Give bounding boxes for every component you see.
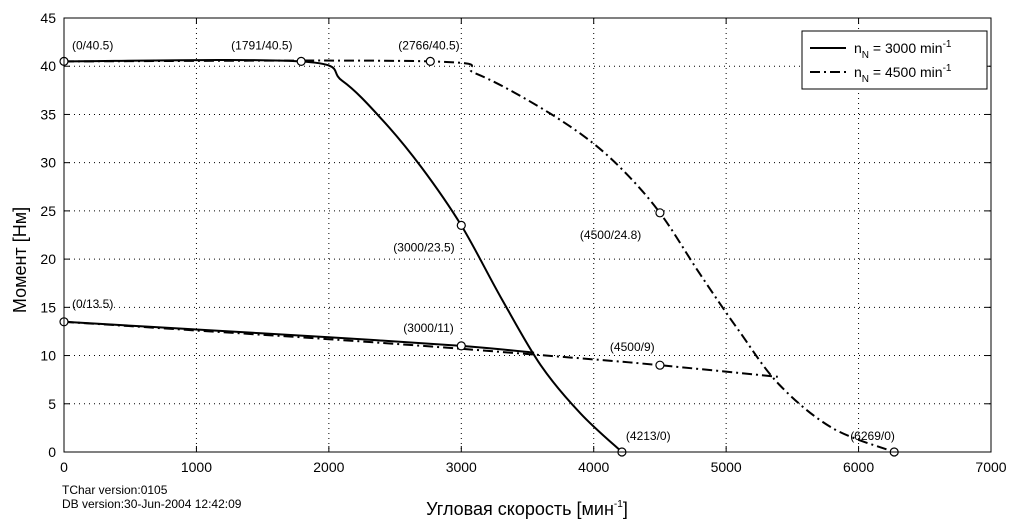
point-label-9: (4213/0) [626,429,671,443]
point-marker-8 [655,360,665,370]
axes: 0 1000 2000 3000 4000 5000 6000 7000 0 5 10 15 20 25 3… [40,10,1006,475]
y-tick-label-35: 35 [40,106,56,122]
x-tick-label-2000: 2000 [313,459,344,475]
legend-label-1: nN = 3000 min-1 [854,39,952,61]
y-tick-label-15: 15 [40,299,56,315]
x-tick-label-0: 0 [60,459,68,475]
point-marker-2 [296,56,306,67]
point-label-5: (4500/24.8) [580,228,641,242]
legend-label-text: = 3000 min [869,40,943,56]
db-version-text: DB version:30-Jun-2004 12:42:09 [62,497,242,511]
y-tick-label-5: 5 [48,396,56,412]
legend-label-superscript: -1 [943,39,952,50]
point-marker-5 [655,208,665,218]
x-axis-label-end: ] [623,499,628,519]
point-label-4: (3000/23.5) [393,240,454,254]
legend-label-2: nN = 4500 min-1 [854,63,952,85]
x-tick-label-6000: 6000 [843,459,874,475]
x-tick-label-7000: 7000 [975,459,1006,475]
point-marker-4 [456,220,466,230]
x-tick-label-3000: 3000 [446,459,477,475]
y-tick-label-40: 40 [40,58,56,74]
point-markers: (0/40.5) (1791/40.5) (2766/40.5) (3000/23.5… [59,38,899,457]
point-label-7: (3000/11) [403,321,453,335]
point-label-3: (2766/40.5) [398,38,459,52]
y-tick-label-0: 0 [48,444,56,460]
point-label-8: (4500/9) [610,340,655,354]
legend-label-subscript: N [862,74,869,85]
legend-box [801,30,988,90]
x-axis-label-superscript: -1 [614,499,623,510]
plot-frame [63,17,992,453]
point-label-2: (1791/40.5) [231,38,292,52]
point-label-1: (0/40.5) [72,38,113,52]
y-tick-label-10: 10 [40,348,56,364]
y-tick-label-25: 25 [40,203,56,219]
curves [63,58,895,453]
y-tick-label-30: 30 [40,155,56,171]
y-tick-label-45: 45 [40,10,56,26]
x-tick-label-4000: 4000 [578,459,609,475]
x-tick-label-5000: 5000 [711,459,742,475]
point-marker-3 [425,56,435,67]
x-axis-label-main: Угловая скорость [мин [426,499,614,519]
legend-label-superscript: -1 [943,63,952,74]
point-marker-7 [456,341,466,351]
tchar-version-text: TChar version:0105 [62,483,168,497]
legend: nN = 3000 min-1nN = 4500 min-1 [801,30,988,90]
legend-label-text: = 4500 min [869,64,943,80]
legend-label-subscript: N [862,50,869,61]
point-label-6: (0/13.5) [72,297,113,311]
x-axis-label: Угловая скорость [мин-1] [426,499,628,519]
y-axis-label: Момент [Нм] [10,207,30,313]
series-2-lower-line [63,320,778,378]
legend-label-main: n [854,40,862,56]
point-label-10: (6269/0) [850,429,895,443]
series-1-upper-line [63,58,623,453]
x-tick-label-1000: 1000 [181,459,212,475]
y-tick-label-20: 20 [40,251,56,267]
legend-label-main: n [854,64,862,80]
